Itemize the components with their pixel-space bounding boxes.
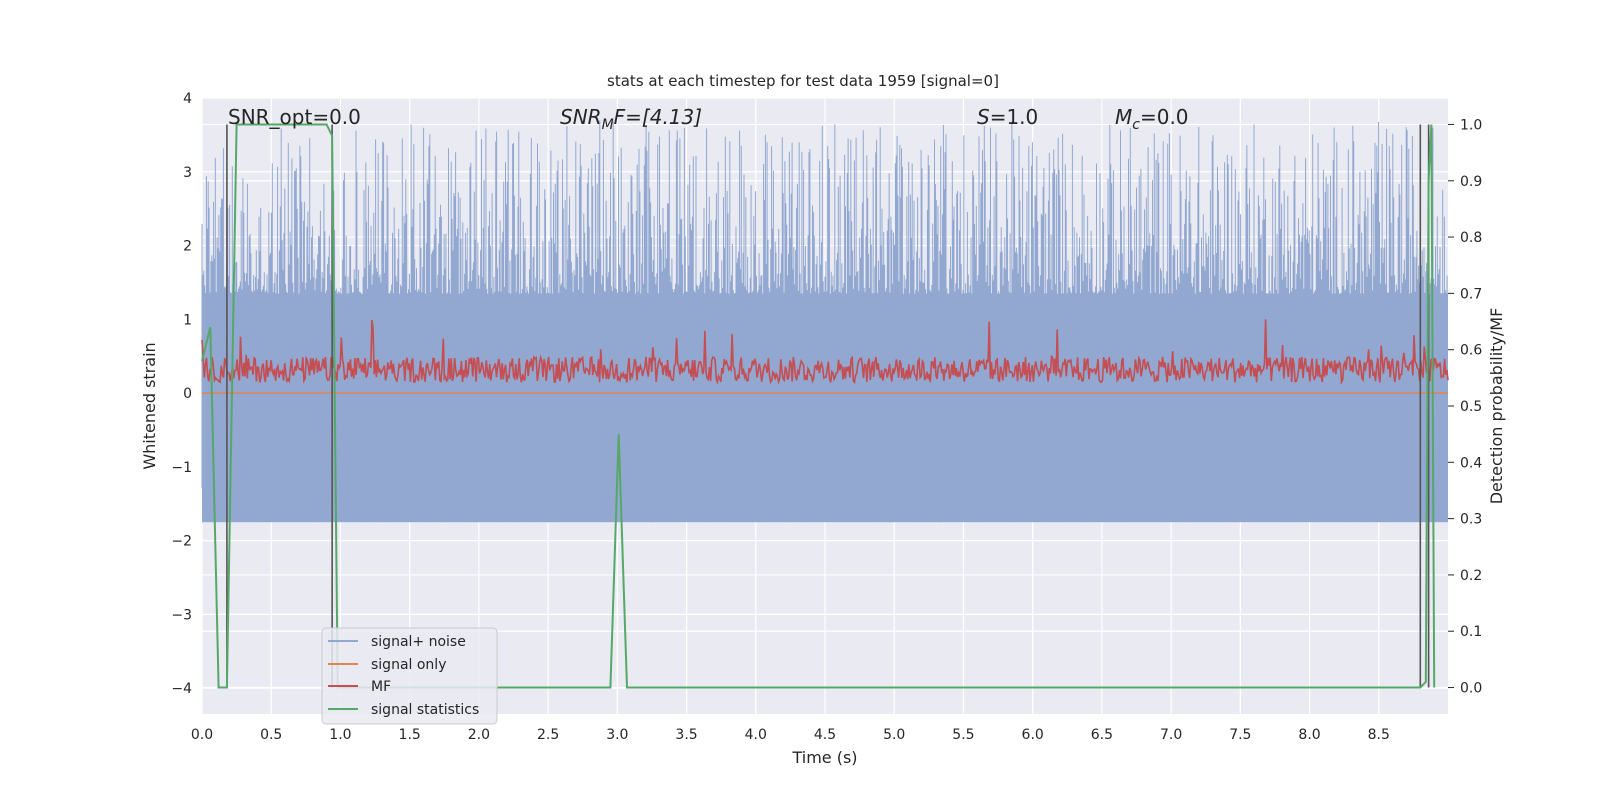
legend: signal+ noise signal only MF signal stat… (321, 627, 498, 725)
x-tick-label: 5.0 (883, 727, 905, 743)
y2-tick-label: 0.9 (1460, 174, 1482, 190)
x-tick-label: 7.5 (1229, 727, 1251, 743)
annotation-snr-mf-value: F=[4.13] (614, 105, 702, 129)
x-tick-labels: 0.0 0.5 1.0 1.5 2.0 2.5 3.0 3.5 4.0 4.5 5.0 5.5 6.0 6… (191, 727, 1390, 743)
x-tick-label: 6.5 (1091, 727, 1113, 743)
x-tick-label: 0.5 (260, 727, 282, 743)
y2-tick-label: 0.3 (1460, 512, 1482, 528)
mf-series (201, 319, 1449, 386)
chart-title: stats at each timestep for test data 195… (607, 72, 999, 90)
x-tick-label: 2.0 (468, 727, 490, 743)
signal-noise-series (201, 120, 1448, 523)
x-tick-label: 8.0 (1298, 727, 1320, 743)
y-axis-label: Whitened strain (140, 342, 159, 469)
legend-box (321, 627, 498, 725)
annotation-mc-label: M (1115, 105, 1132, 129)
y-tick-label: 2 (183, 239, 192, 255)
y-tick-label: −4 (171, 681, 192, 697)
x-tick-label: 4.5 (814, 727, 836, 743)
y-tick-label: −3 (171, 607, 192, 623)
y2-tick-label: 0.0 (1460, 681, 1482, 697)
x-tick-label: 2.5 (537, 727, 559, 743)
y2-tick-label: 0.6 (1460, 343, 1482, 359)
legend-label-signal-only: signal only (371, 657, 446, 673)
y2-tick-labels: 1.0 0.9 0.8 0.7 0.6 0.5 0.4 0.3 0.2 0.1 0.0 (1448, 117, 1482, 697)
y-tick-labels: 4 3 2 1 0 −1 −2 −3 −4 (171, 91, 192, 697)
annotation-snr-opt: SNR_opt=0.0 (228, 105, 361, 129)
y-tick-label: 4 (183, 91, 192, 107)
annotation-snr-mf: SNRMF=[4.13] (560, 105, 702, 133)
y-tick-label: 1 (183, 312, 192, 328)
annotation-mc-value: =0.0 (1140, 105, 1189, 129)
x-axis-label: Time (s) (791, 748, 857, 767)
y-tick-label: 0 (183, 386, 192, 402)
annotation-snr-mf-sub: M (602, 117, 614, 133)
x-tick-label: 1.5 (399, 727, 421, 743)
x-tick-label: 1.0 (329, 727, 351, 743)
legend-label-signal-statistics: signal statistics (371, 702, 479, 718)
x-tick-label: 8.5 (1368, 727, 1390, 743)
annotation-s-label: S (977, 105, 990, 129)
annotation-mc-sub: c (1132, 117, 1140, 133)
y2-axis-label: Detection probability/MF (1487, 308, 1506, 505)
legend-label-mf: MF (371, 679, 391, 695)
annotation-mc: Mc=0.0 (1115, 105, 1189, 133)
y-tick-label: 3 (183, 165, 192, 181)
y2-tick-label: 0.5 (1460, 399, 1482, 415)
annotation-snr-mf-label: SNR (560, 105, 602, 129)
y-tick-label: −2 (171, 534, 192, 550)
y2-tick-label: 0.7 (1460, 286, 1482, 302)
y2-tick-label: 0.2 (1460, 568, 1482, 584)
y2-tick-label: 0.8 (1460, 230, 1482, 246)
x-tick-label: 7.0 (1160, 727, 1182, 743)
y2-tick-label: 0.1 (1460, 624, 1482, 640)
legend-label-signal-noise: signal+ noise (371, 634, 466, 650)
y2-tick-label: 0.4 (1460, 455, 1482, 471)
y2-tick-label: 1.0 (1460, 117, 1482, 133)
x-tick-label: 6.0 (1022, 727, 1044, 743)
annotation-s: S=1.0 (977, 105, 1038, 129)
x-tick-label: 3.5 (675, 727, 697, 743)
annotation-s-value: =1.0 (990, 105, 1039, 129)
mf-line (201, 319, 1449, 386)
x-tick-label: 0.0 (191, 727, 213, 743)
x-tick-label: 3.0 (606, 727, 628, 743)
x-tick-label: 5.5 (952, 727, 974, 743)
x-tick-label: 4.0 (745, 727, 767, 743)
y-tick-label: −1 (171, 460, 192, 476)
